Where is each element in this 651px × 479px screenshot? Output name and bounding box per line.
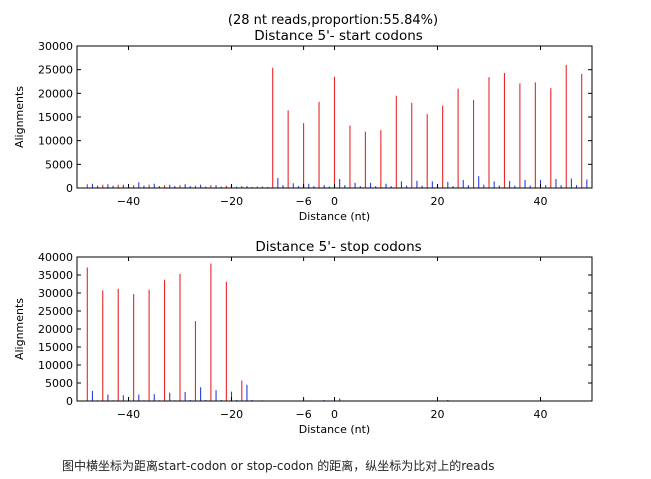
x-tick-label: −40 bbox=[117, 195, 140, 208]
y-tick-label: 30000 bbox=[38, 40, 73, 53]
y-tick-label: 15000 bbox=[38, 341, 73, 354]
x-tick-label: −40 bbox=[117, 408, 140, 421]
chart-title: Distance 5'- start codons bbox=[254, 28, 423, 44]
y-tick-label: 25000 bbox=[38, 64, 73, 77]
x-tick-label: 40 bbox=[534, 195, 548, 208]
y-tick-label: 40000 bbox=[38, 251, 73, 264]
y-tick-label: 5000 bbox=[45, 158, 73, 171]
x-tick-label: 0 bbox=[331, 195, 338, 208]
figure-caption: 图中横坐标为距离start-codon or stop-codon 的距离，纵坐… bbox=[62, 459, 495, 473]
x-axis-label: Distance (nt) bbox=[299, 423, 370, 436]
y-tick-label: 10000 bbox=[38, 135, 73, 148]
figure-suptitle: (28 nt reads,proportion:55.84%) bbox=[228, 13, 438, 28]
x-axis-label: Distance (nt) bbox=[299, 210, 370, 223]
y-tick-label: 5000 bbox=[45, 377, 73, 390]
chart-title: Distance 5'- stop codons bbox=[255, 239, 421, 255]
x-tick-label: −6 bbox=[295, 195, 311, 208]
x-tick-label: 40 bbox=[534, 408, 548, 421]
start-codon-panel: Distance 5'- start codons 0 5000 10000 15000… bbox=[13, 28, 593, 223]
y-tick-label: 20000 bbox=[38, 323, 73, 336]
y-tick-label: 25000 bbox=[38, 305, 73, 318]
y-tick-label: 10000 bbox=[38, 359, 73, 372]
y-tick-label: 20000 bbox=[38, 87, 73, 100]
x-tick-label: −6 bbox=[295, 408, 311, 421]
stop-codon-panel: Distance 5'- stop codons 0 5000 10000 15000 2… bbox=[13, 239, 593, 436]
x-tick-label: −20 bbox=[220, 195, 243, 208]
y-tick-label: 0 bbox=[66, 182, 73, 195]
y-tick-label: 15000 bbox=[38, 111, 73, 124]
x-tick-label: 20 bbox=[431, 408, 445, 421]
y-axis-label: Alignments bbox=[13, 86, 26, 148]
x-tick-label: 20 bbox=[431, 195, 445, 208]
plot-frame bbox=[76, 256, 593, 402]
x-tick-label: 0 bbox=[331, 408, 338, 421]
y-tick-label: 0 bbox=[66, 395, 73, 408]
y-axis-label: Alignments bbox=[13, 298, 26, 360]
x-tick-label: −20 bbox=[220, 408, 243, 421]
y-tick-label: 35000 bbox=[38, 269, 73, 282]
y-tick-label: 30000 bbox=[38, 287, 73, 300]
